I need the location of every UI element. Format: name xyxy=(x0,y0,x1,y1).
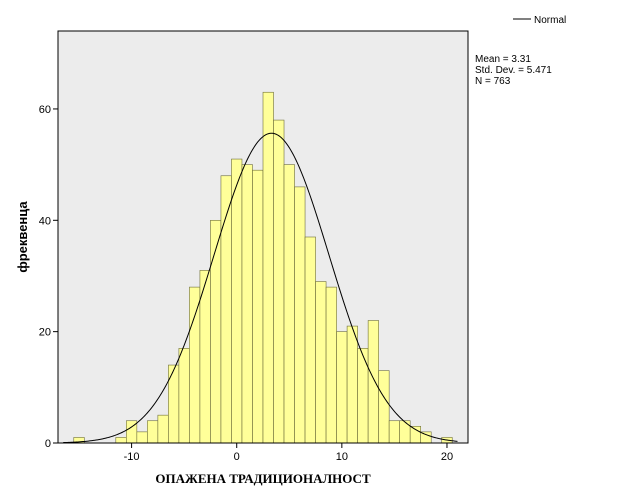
y-tick-label: 20 xyxy=(39,327,51,339)
x-tick-label: 10 xyxy=(336,451,348,463)
plot-frame xyxy=(57,30,469,444)
histogram-bar xyxy=(231,158,243,444)
y-tick-label: 60 xyxy=(39,104,51,116)
histogram-bar xyxy=(136,431,148,444)
stats-box: Mean = 3.31 Std. Dev. = 5.471 N = 763 xyxy=(475,54,552,87)
histogram-bar xyxy=(115,437,127,444)
histogram-bar xyxy=(241,164,253,444)
histogram-bar xyxy=(252,169,264,444)
histogram-bar xyxy=(147,420,159,444)
legend-label-normal: Normal xyxy=(534,15,566,26)
x-tick-label: 0 xyxy=(234,451,240,463)
histogram-bar xyxy=(304,236,316,444)
histogram-bar xyxy=(399,420,411,444)
y-tick-label: 0 xyxy=(45,438,51,450)
histogram-bar xyxy=(315,281,327,444)
histogram-bar xyxy=(189,286,201,444)
stat-n: N = 763 xyxy=(475,76,511,87)
histogram-bar xyxy=(346,325,358,444)
histogram-bar xyxy=(409,425,421,444)
histogram-bar xyxy=(157,414,169,444)
histogram-bar xyxy=(367,320,379,444)
histogram-bar xyxy=(262,91,274,444)
histogram-bar xyxy=(283,164,295,444)
histogram-bar xyxy=(388,420,400,444)
histogram-bar xyxy=(357,348,369,444)
stat-mean: Mean = 3.31 xyxy=(475,54,531,65)
histogram-bar xyxy=(294,186,306,444)
legend: Normal xyxy=(513,15,566,26)
histogram-bar xyxy=(336,331,348,444)
histogram-bar xyxy=(178,348,190,444)
x-tick-label: 20 xyxy=(441,451,453,463)
axes: -10 0 10 20 0 20 40 60 xyxy=(39,30,469,463)
histogram-bar xyxy=(325,286,337,444)
x-tick-label: -10 xyxy=(124,451,140,463)
histogram-bar xyxy=(210,219,222,444)
normal-curve xyxy=(63,132,458,444)
stat-std-dev: Std. Dev. = 5.471 xyxy=(475,65,552,76)
y-axis-label: фреквенца xyxy=(15,201,30,273)
histogram-bar xyxy=(378,370,390,444)
y-tick-label: 40 xyxy=(39,215,51,227)
x-axis-label: ОПАЖЕНА ТРАДИЦИОНАЛНОСТ xyxy=(155,471,371,486)
histogram-bar xyxy=(273,119,285,444)
